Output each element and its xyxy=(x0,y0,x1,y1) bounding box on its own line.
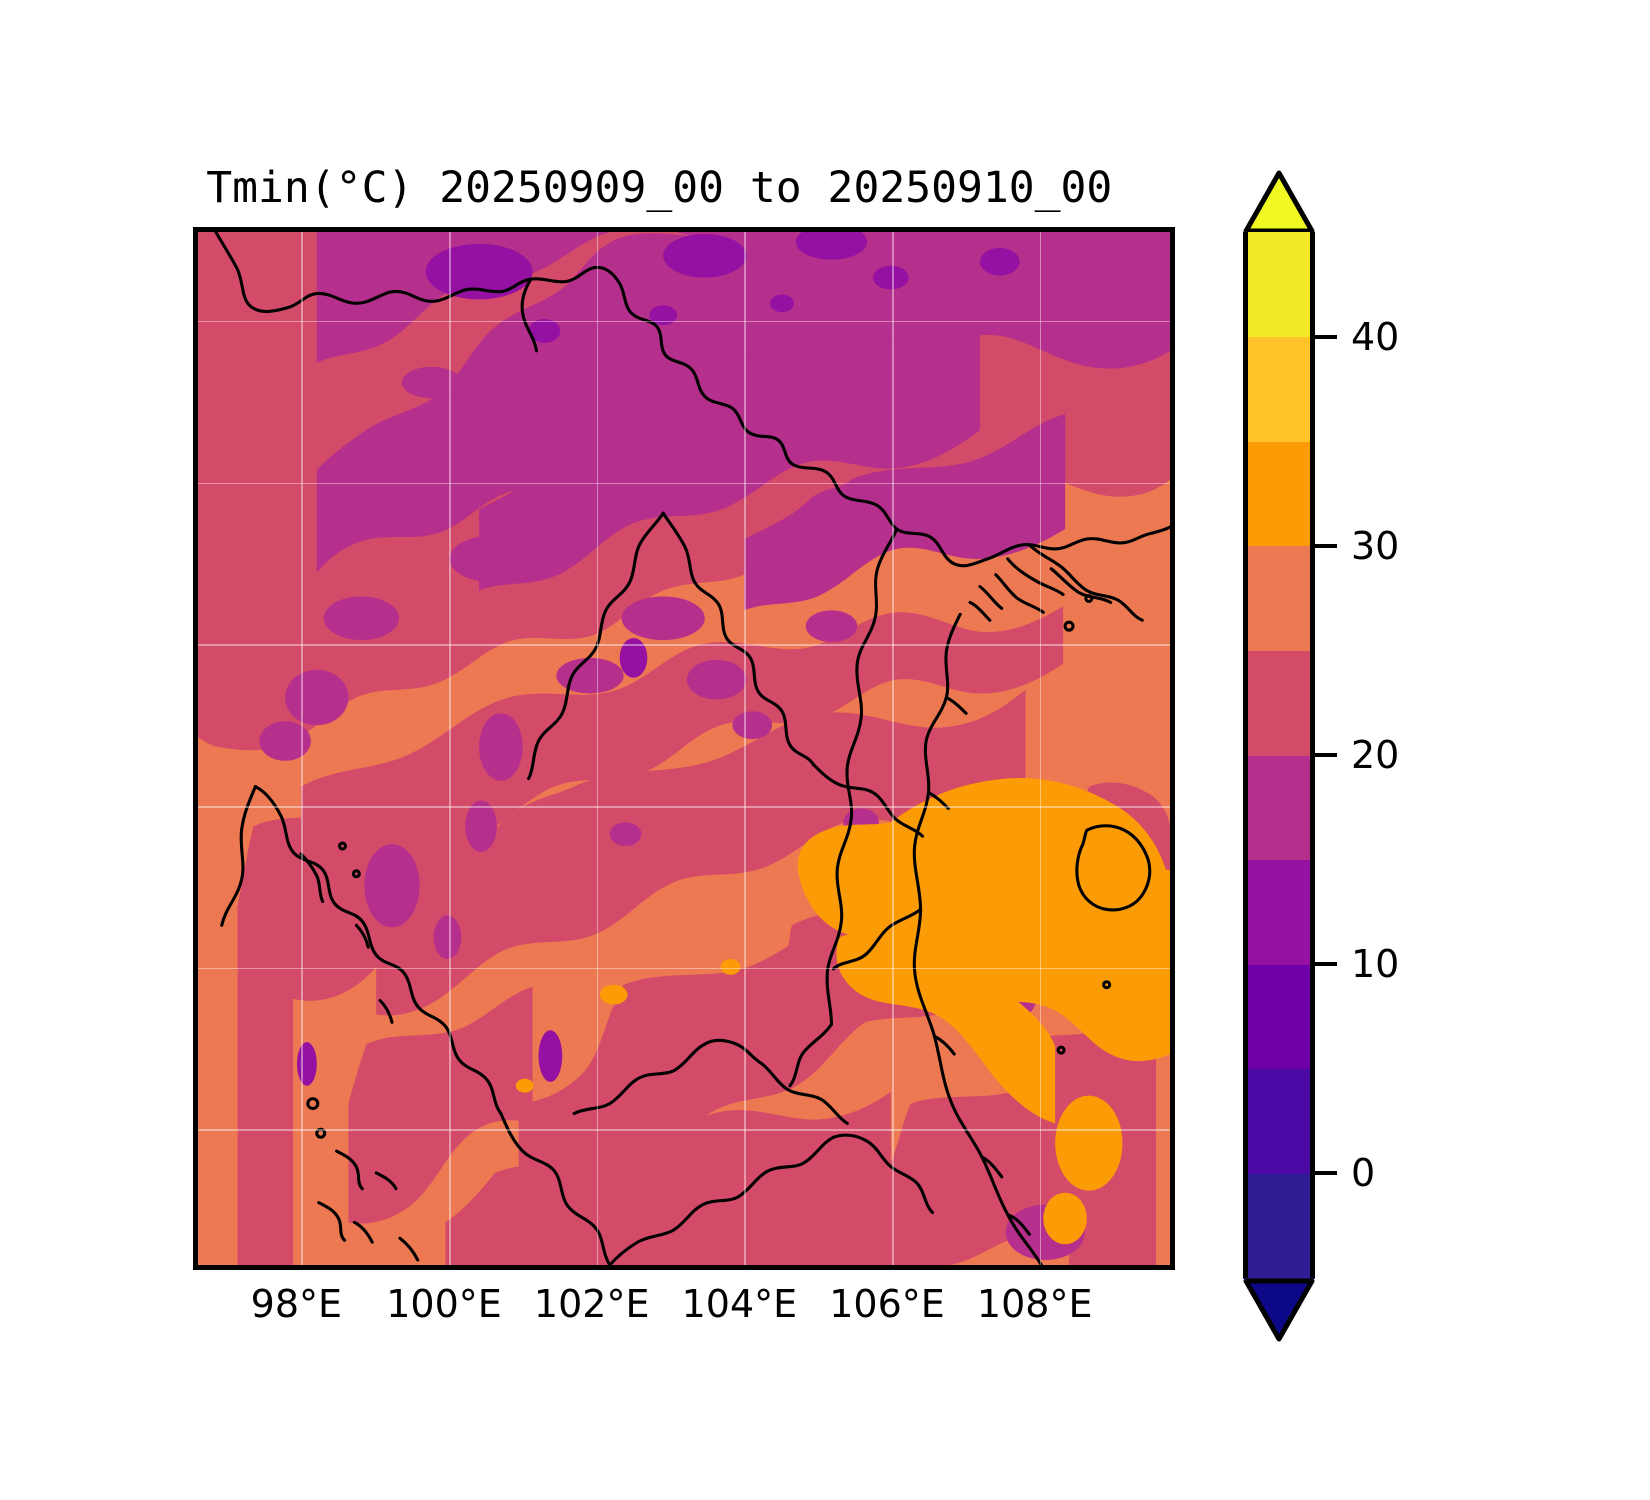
map-axes[interactable] xyxy=(193,227,1175,1270)
colorbar-band-10-15 xyxy=(1243,859,1315,965)
gridline-lon-98 xyxy=(301,232,303,1265)
colorbar[interactable]: 40 30 20 10 0 xyxy=(1243,170,1399,1342)
x-tick-label-100: 100°E xyxy=(386,1282,502,1326)
map-plot-area xyxy=(198,232,1170,1265)
x-tick-label-106: 106°E xyxy=(829,1282,945,1326)
gridline-lat-16 xyxy=(198,967,1170,970)
gridline-lon-108 xyxy=(1039,232,1042,1265)
colorbar-band-15-20 xyxy=(1243,755,1315,861)
gridline-lat-22 xyxy=(198,482,1170,485)
colorbar-tick-label-0: 0 xyxy=(1351,1151,1376,1196)
colorbar-tick-30 xyxy=(1315,543,1337,548)
gridline-lat-18 xyxy=(198,806,1170,808)
colorbar-tick-label-10: 10 xyxy=(1351,942,1400,987)
colorbar-band-5-10 xyxy=(1243,964,1315,1070)
x-tick-label-98: 98°E xyxy=(250,1282,343,1326)
colorbar-band-20-25 xyxy=(1243,650,1315,756)
title-line-1: Tmin(°C) 20250909_00 to 20250910_00 xyxy=(206,162,1113,213)
x-tick-label-108: 108°E xyxy=(976,1282,1093,1326)
colorbar-band-25-30 xyxy=(1243,545,1315,651)
colorbar-extend-over-arrow xyxy=(1243,170,1315,234)
x-tick-label-104: 104°E xyxy=(681,1282,798,1326)
colorbar-tick-0 xyxy=(1315,1171,1337,1176)
colorbar-tick-20 xyxy=(1315,753,1337,757)
colorbar-band--5-0 xyxy=(1243,1173,1315,1279)
colorbar-tick-10 xyxy=(1315,962,1337,967)
gridline-lon-106 xyxy=(892,232,894,1265)
colorbar-band-30-35 xyxy=(1243,441,1315,547)
colorbar-extend-under-arrow xyxy=(1243,1278,1315,1342)
colorbar-tick-label-20: 20 xyxy=(1351,733,1400,777)
colorbar-band-35-40 xyxy=(1243,336,1315,442)
gridline-lon-100 xyxy=(449,232,451,1265)
temperature-contour-map xyxy=(198,232,1170,1265)
x-tick-label-102: 102°E xyxy=(533,1282,650,1326)
colorbar-tick-label-40: 40 xyxy=(1351,314,1400,359)
gridline-lat-24 xyxy=(198,320,1170,323)
colorbar-tick-label-30: 30 xyxy=(1351,523,1400,568)
colorbar-band-0-5 xyxy=(1243,1068,1315,1174)
gridline-lon-102 xyxy=(596,232,599,1265)
colorbar-gradient xyxy=(1243,232,1315,1279)
colorbar-tick-40 xyxy=(1315,334,1337,339)
gridline-lon-104 xyxy=(744,232,746,1265)
gridline-lat-14 xyxy=(198,1129,1170,1131)
colorbar-band-40-45 xyxy=(1243,232,1315,338)
gridline-lat-20 xyxy=(198,644,1170,646)
